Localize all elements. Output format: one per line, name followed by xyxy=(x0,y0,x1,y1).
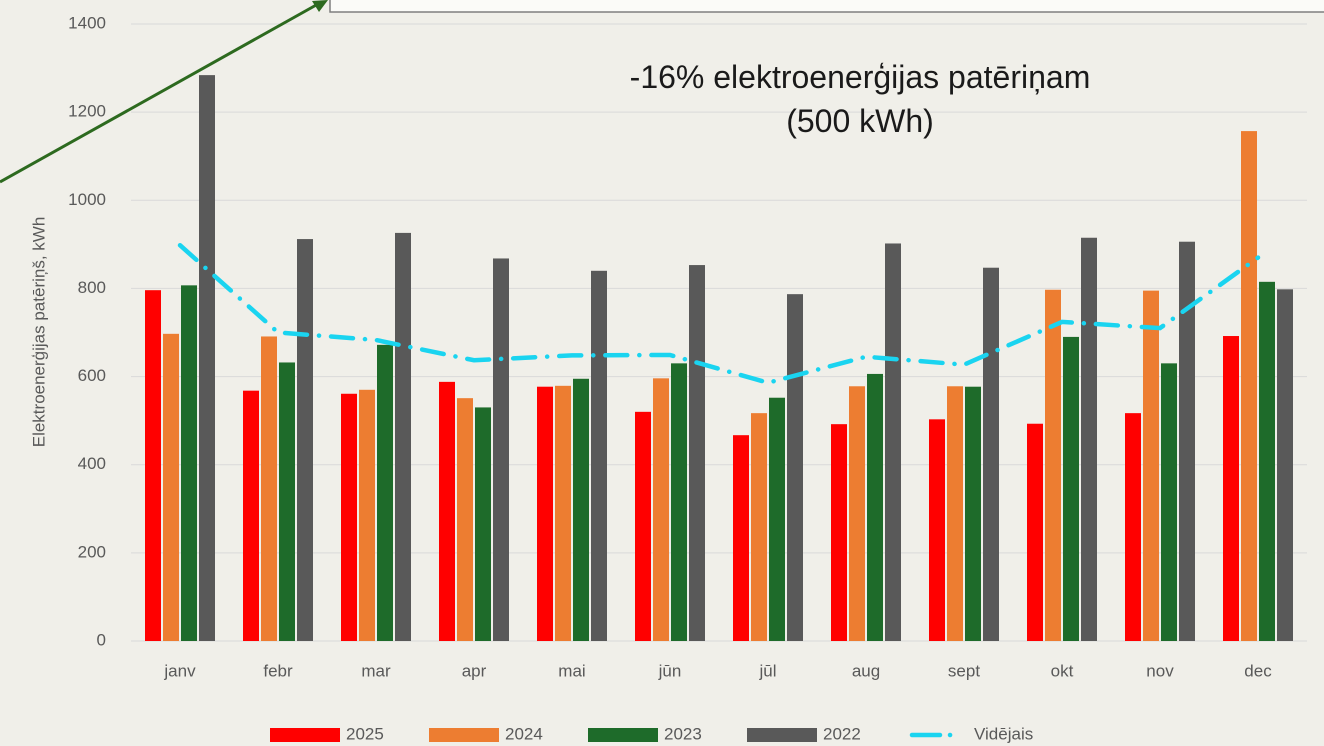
bar xyxy=(1241,131,1257,641)
y-tick-label: 600 xyxy=(78,366,106,385)
legend-swatch xyxy=(429,728,499,742)
bar xyxy=(769,397,785,641)
bar xyxy=(261,336,277,641)
bar xyxy=(591,270,607,641)
y-tick-label: 1400 xyxy=(68,13,106,32)
bar xyxy=(733,435,749,641)
bar xyxy=(965,386,981,641)
bar xyxy=(849,386,865,641)
bar xyxy=(555,385,571,641)
x-tick-label: apr xyxy=(462,661,487,680)
bar xyxy=(1179,241,1195,641)
x-tick-label: okt xyxy=(1051,661,1074,680)
bar xyxy=(199,75,215,641)
legend-label: 2023 xyxy=(664,724,702,743)
average-line xyxy=(177,242,1261,386)
bar xyxy=(1063,336,1079,641)
x-tick-label: febr xyxy=(263,661,293,680)
bar xyxy=(243,390,259,641)
bar xyxy=(279,362,295,641)
bar xyxy=(395,232,411,642)
bar xyxy=(885,243,901,641)
bar xyxy=(475,407,491,641)
bar xyxy=(831,424,847,641)
bar xyxy=(1161,363,1177,641)
bar xyxy=(145,290,161,641)
bar xyxy=(929,419,945,641)
bar xyxy=(653,378,669,641)
y-tick-label: 800 xyxy=(78,278,106,297)
y-tick-label: 1000 xyxy=(68,190,106,209)
bar xyxy=(1223,336,1239,641)
bar xyxy=(457,398,473,641)
bar xyxy=(1027,423,1043,641)
y-tick-label: 1200 xyxy=(68,102,106,121)
x-tick-label: dec xyxy=(1244,661,1272,680)
x-tick-label: mai xyxy=(558,661,585,680)
annotation: -16% elektroenerģijas patēriņam (500 kWh… xyxy=(629,59,1091,139)
x-tick-label: mar xyxy=(361,661,391,680)
y-tick-label: 200 xyxy=(78,542,106,561)
bar xyxy=(1143,290,1159,641)
bar xyxy=(341,393,357,641)
legend-swatch xyxy=(747,728,817,742)
y-tick-label: 0 xyxy=(97,630,106,649)
x-tick-label: janv xyxy=(163,661,196,680)
bar xyxy=(671,363,687,641)
bar xyxy=(493,258,509,641)
x-tick-label: jūn xyxy=(658,661,682,680)
bar xyxy=(537,386,553,641)
legend-swatch xyxy=(270,728,340,742)
y-tick-label: 400 xyxy=(78,454,106,473)
bar xyxy=(1259,281,1275,641)
bar xyxy=(947,386,963,641)
bar xyxy=(439,381,455,641)
bar xyxy=(359,389,375,641)
legend-label: 2024 xyxy=(505,724,543,743)
top-box xyxy=(329,0,1324,13)
arrow-head xyxy=(312,0,328,12)
bar xyxy=(297,239,313,641)
bar xyxy=(377,344,393,641)
annotation-box: -16% elektroenerģijas patēriņam (500 kWh… xyxy=(629,59,1091,139)
bar xyxy=(983,267,999,641)
legend-label: 2022 xyxy=(823,724,861,743)
bar xyxy=(867,373,883,641)
bar xyxy=(1277,289,1293,641)
bar xyxy=(181,285,197,641)
bar xyxy=(751,413,767,641)
bar xyxy=(573,378,589,641)
x-tick-label: nov xyxy=(1146,661,1174,680)
legend-swatch xyxy=(588,728,658,742)
bar xyxy=(689,265,705,641)
bar xyxy=(163,333,179,641)
legend-label: 2025 xyxy=(346,724,384,743)
bar xyxy=(1125,413,1141,641)
y-axis-label: Elektroenerģijas patēriņš, kWh xyxy=(29,217,48,448)
bar xyxy=(635,411,651,641)
x-tick-label: aug xyxy=(852,661,880,680)
bar xyxy=(1081,237,1097,641)
arrow xyxy=(0,2,319,184)
bar xyxy=(787,294,803,641)
bar xyxy=(1045,289,1061,641)
x-tick-label: sept xyxy=(948,661,980,680)
x-tick-label: jūl xyxy=(758,661,776,680)
legend-label: Vidējais xyxy=(974,724,1033,743)
